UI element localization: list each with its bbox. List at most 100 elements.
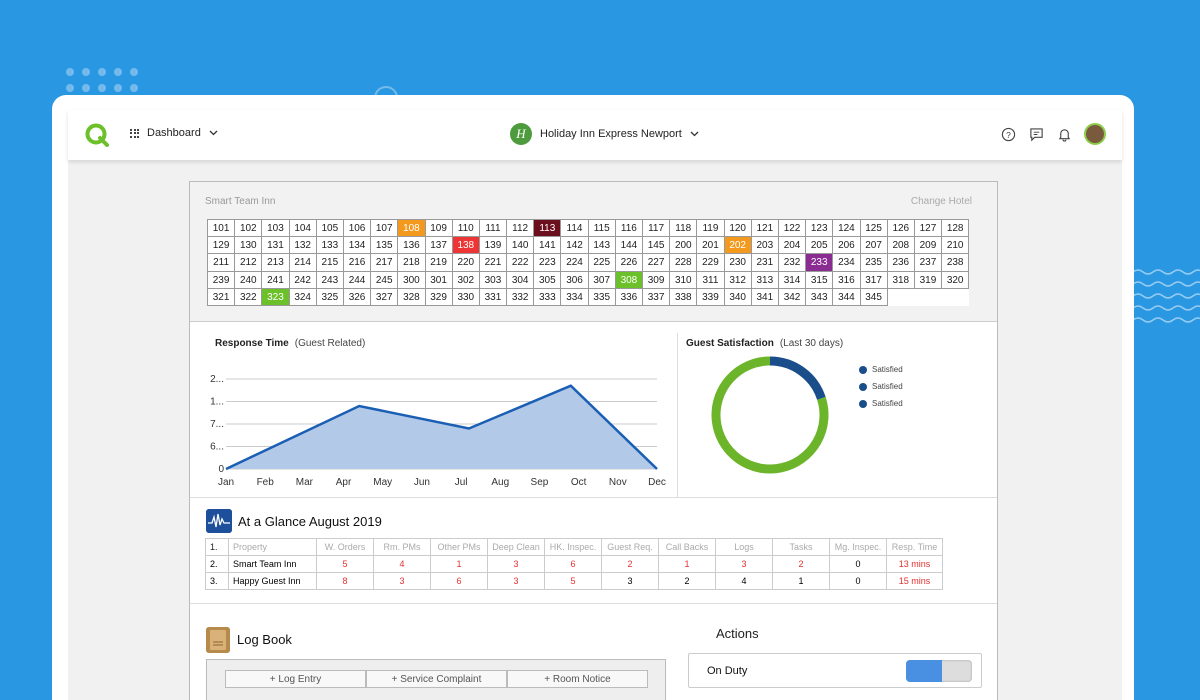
room-cell-317[interactable]: 317 (860, 271, 888, 289)
room-cell-241[interactable]: 241 (262, 271, 290, 289)
room-cell-316[interactable]: 316 (833, 271, 861, 289)
room-cell-340[interactable]: 340 (724, 288, 752, 306)
room-cell-112[interactable]: 112 (507, 220, 535, 238)
room-cell-312[interactable]: 312 (724, 271, 752, 289)
room-cell-132[interactable]: 132 (289, 237, 317, 255)
room-cell-115[interactable]: 115 (588, 220, 616, 238)
add-log-entry-button[interactable]: + Log Entry (225, 670, 366, 688)
room-cell-217[interactable]: 217 (371, 254, 399, 272)
room-cell-218[interactable]: 218 (398, 254, 426, 272)
room-cell-237[interactable]: 237 (914, 254, 943, 272)
room-cell-329[interactable]: 329 (425, 288, 453, 306)
room-cell-211[interactable]: 211 (208, 254, 236, 272)
room-cell-244[interactable]: 244 (343, 271, 372, 289)
room-cell-330[interactable]: 330 (452, 288, 480, 306)
room-cell-118[interactable]: 118 (670, 220, 698, 238)
room-cell-234[interactable]: 234 (833, 254, 861, 272)
room-cell-206[interactable]: 206 (833, 237, 861, 255)
room-cell-320[interactable]: 320 (942, 271, 970, 289)
room-cell-110[interactable]: 110 (452, 220, 480, 238)
room-cell-140[interactable]: 140 (507, 237, 535, 255)
room-cell-127[interactable]: 127 (914, 220, 943, 238)
room-cell-145[interactable]: 145 (643, 237, 671, 255)
room-cell-332[interactable]: 332 (507, 288, 535, 306)
room-cell-101[interactable]: 101 (208, 220, 236, 238)
room-cell-344[interactable]: 344 (833, 288, 861, 306)
room-cell-313[interactable]: 313 (751, 271, 779, 289)
room-cell-131[interactable]: 131 (262, 237, 290, 255)
room-cell-120[interactable]: 120 (724, 220, 752, 238)
room-cell-238[interactable]: 238 (942, 254, 970, 272)
room-cell-343[interactable]: 343 (806, 288, 834, 306)
room-cell-314[interactable]: 314 (778, 271, 807, 289)
room-cell-128[interactable]: 128 (942, 220, 970, 238)
room-cell-107[interactable]: 107 (371, 220, 399, 238)
room-cell-109[interactable]: 109 (425, 220, 453, 238)
room-cell-341[interactable]: 341 (751, 288, 779, 306)
room-cell-240[interactable]: 240 (235, 271, 263, 289)
room-cell-235[interactable]: 235 (860, 254, 888, 272)
room-cell-321[interactable]: 321 (208, 288, 236, 306)
room-cell-200[interactable]: 200 (670, 237, 698, 255)
room-cell-232[interactable]: 232 (778, 254, 807, 272)
room-cell-308[interactable]: 308 (615, 271, 643, 289)
room-cell-345[interactable]: 345 (860, 288, 888, 306)
room-cell-116[interactable]: 116 (615, 220, 643, 238)
room-cell-242[interactable]: 242 (289, 271, 317, 289)
room-cell-208[interactable]: 208 (887, 237, 915, 255)
room-cell-138[interactable]: 138 (452, 237, 480, 255)
room-cell-210[interactable]: 210 (942, 237, 970, 255)
room-cell-117[interactable]: 117 (643, 220, 671, 238)
room-cell-124[interactable]: 124 (833, 220, 861, 238)
room-cell-113[interactable]: 113 (534, 220, 562, 238)
room-cell-323[interactable]: 323 (262, 288, 290, 306)
help-icon[interactable]: ? (1000, 126, 1016, 142)
room-cell-126[interactable]: 126 (887, 220, 915, 238)
room-cell-136[interactable]: 136 (398, 237, 426, 255)
dashboard-menu[interactable]: Dashboard (130, 127, 218, 139)
room-cell-245[interactable]: 245 (371, 271, 399, 289)
room-cell-141[interactable]: 141 (534, 237, 562, 255)
room-cell-337[interactable]: 337 (643, 288, 671, 306)
room-cell-142[interactable]: 142 (561, 237, 589, 255)
room-cell-204[interactable]: 204 (778, 237, 807, 255)
room-cell-336[interactable]: 336 (615, 288, 643, 306)
room-cell-221[interactable]: 221 (479, 254, 508, 272)
room-cell-230[interactable]: 230 (724, 254, 752, 272)
room-cell-222[interactable]: 222 (507, 254, 535, 272)
room-cell-325[interactable]: 325 (316, 288, 344, 306)
user-avatar[interactable] (1084, 123, 1106, 145)
room-cell-215[interactable]: 215 (316, 254, 344, 272)
room-cell-201[interactable]: 201 (697, 237, 725, 255)
room-cell-119[interactable]: 119 (697, 220, 725, 238)
room-cell-209[interactable]: 209 (914, 237, 943, 255)
room-cell-122[interactable]: 122 (778, 220, 807, 238)
room-cell-236[interactable]: 236 (887, 254, 915, 272)
room-cell-243[interactable]: 243 (316, 271, 344, 289)
room-cell-202[interactable]: 202 (724, 237, 752, 255)
app-logo-icon[interactable] (85, 123, 109, 147)
room-cell-326[interactable]: 326 (343, 288, 372, 306)
room-cell-134[interactable]: 134 (343, 237, 372, 255)
room-cell-334[interactable]: 334 (561, 288, 589, 306)
room-cell-143[interactable]: 143 (588, 237, 616, 255)
room-cell-233[interactable]: 233 (806, 254, 834, 272)
table-row[interactable]: 3. Happy Guest Inn 8 3 6 3 5 3 2 4 1 0 15 mins (205, 572, 943, 590)
room-cell-114[interactable]: 114 (561, 220, 589, 238)
add-service-complaint-button[interactable]: + Service Complaint (366, 670, 507, 688)
room-cell-103[interactable]: 103 (262, 220, 290, 238)
room-cell-231[interactable]: 231 (751, 254, 779, 272)
room-cell-105[interactable]: 105 (316, 220, 344, 238)
room-cell-137[interactable]: 137 (425, 237, 453, 255)
room-cell-302[interactable]: 302 (452, 271, 480, 289)
room-cell-327[interactable]: 327 (371, 288, 399, 306)
room-cell-108[interactable]: 108 (398, 220, 426, 238)
room-cell-216[interactable]: 216 (343, 254, 372, 272)
room-cell-342[interactable]: 342 (778, 288, 807, 306)
room-cell-139[interactable]: 139 (479, 237, 508, 255)
room-cell-205[interactable]: 205 (806, 237, 834, 255)
room-cell-106[interactable]: 106 (343, 220, 372, 238)
hotel-selector[interactable]: H Holiday Inn Express Newport (510, 123, 699, 145)
room-cell-212[interactable]: 212 (235, 254, 263, 272)
room-cell-311[interactable]: 311 (697, 271, 725, 289)
